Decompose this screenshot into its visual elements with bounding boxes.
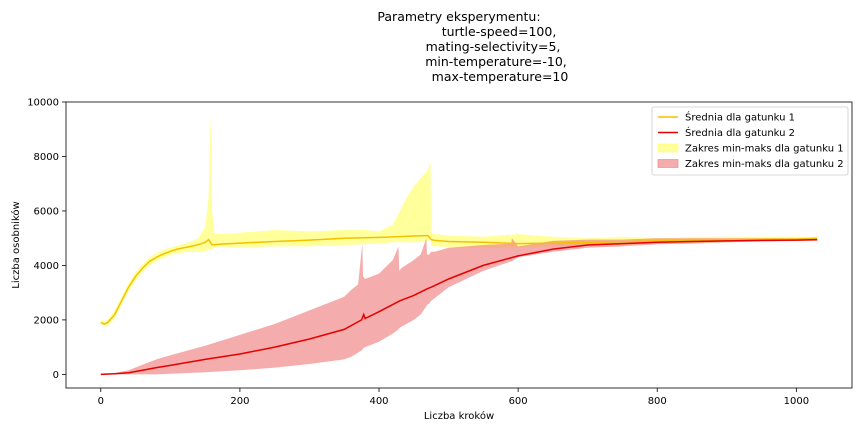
title-line-5: max-temperature=10 <box>432 69 569 84</box>
series-line-2 <box>100 238 818 376</box>
legend: Średnia dla gatunku 1 Średnia dla gatunku… <box>651 106 849 176</box>
x-tick-label: 800 <box>648 396 667 407</box>
legend-label: Zakres min-maks dla gatunku 2 <box>685 159 844 170</box>
series-line-1 <box>100 234 818 325</box>
legend-fill-swatch <box>657 159 679 168</box>
legend-box <box>651 106 849 176</box>
x-axis-label: Liczba kroków <box>424 410 494 422</box>
title-line-3: mating-selectivity=5, <box>426 39 561 54</box>
title-line-2: turtle-speed=100, <box>442 24 557 39</box>
y-tick-label: 4000 <box>34 261 59 272</box>
legend-item-1: Średnia dla gatunku 1 <box>658 111 795 124</box>
y-tick-label: 2000 <box>34 315 59 326</box>
legend-fill-swatch <box>657 143 679 153</box>
x-tick-label: 1000 <box>784 396 809 407</box>
plot-frame <box>65 101 853 389</box>
y-tick-label: 10000 <box>27 98 59 109</box>
y-tick-label: 8000 <box>34 152 59 163</box>
line-layer <box>100 234 818 376</box>
x-tick-label: 200 <box>230 396 249 407</box>
x-tick-label: 0 <box>98 396 104 407</box>
title-line-4: min-temperature=-10, <box>425 54 567 69</box>
legend-item-3: Zakres min-maks dla gatunku 1 <box>657 143 844 155</box>
fill-layer <box>100 115 818 375</box>
x-tick-label: 600 <box>509 396 528 407</box>
legend-label: Średnia dla gatunku 2 <box>685 126 795 139</box>
y-axis-label: Liczba osobników <box>10 201 22 288</box>
x-axis: 0 200 400 600 800 1000 <box>98 388 809 407</box>
x-tick-label: 400 <box>369 396 388 407</box>
y-tick-label: 0 <box>53 370 59 381</box>
chart-title: Parametry eksperymentu: turtle-speed=100… <box>377 9 568 84</box>
title-line-1: Parametry eksperymentu: <box>377 9 540 24</box>
legend-item-4: Zakres min-maks dla gatunku 2 <box>657 159 844 170</box>
y-tick-label: 6000 <box>34 206 59 217</box>
legend-label: Zakres min-maks dla gatunku 1 <box>685 144 844 155</box>
legend-label: Średnia dla gatunku 1 <box>685 111 795 124</box>
y-axis: 0 2000 4000 6000 8000 10000 <box>27 98 66 381</box>
legend-item-2: Średnia dla gatunku 2 <box>658 126 795 139</box>
series-fill-4 <box>100 238 818 375</box>
